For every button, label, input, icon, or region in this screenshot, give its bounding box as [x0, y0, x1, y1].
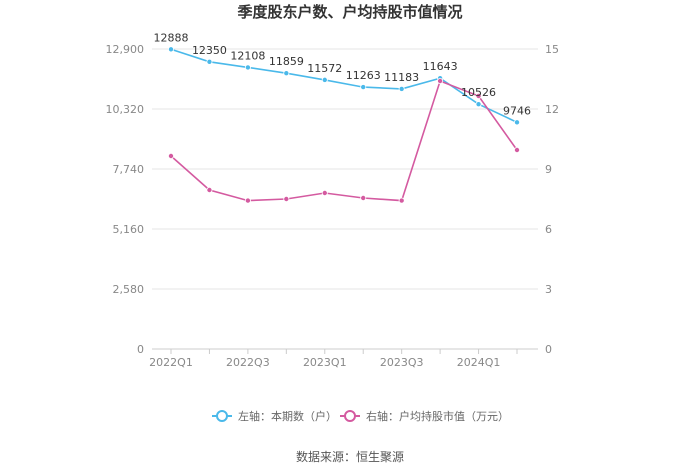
y-left-tick-label: 7,740	[113, 163, 145, 176]
legend: 左轴：本期数（户） 右轴：户均持股市值（万元）	[212, 409, 509, 423]
data-point	[283, 70, 290, 77]
y-right-tick-label: 6	[545, 223, 552, 236]
y-right-tick-label: 15	[545, 43, 559, 56]
y-left-tick-label: 0	[137, 343, 144, 356]
data-point	[321, 189, 328, 196]
y-left-tick-label: 2,580	[113, 283, 145, 296]
data-label: 12350	[192, 44, 227, 57]
series-line-2	[170, 79, 518, 202]
data-label: 9746	[503, 104, 531, 117]
data-point	[244, 64, 251, 71]
data-point	[321, 76, 328, 83]
y-right-tick-label: 3	[545, 283, 552, 296]
axes: 0 0 2,580 3 5,160 6 7,740 9 10,320 12 12,900 15 2022…	[106, 43, 560, 369]
legend-label-1: 左轴：本期数（户）	[238, 409, 337, 423]
x-tick-label: 2024Q1	[457, 356, 501, 369]
data-point	[514, 146, 521, 153]
data-point	[167, 152, 174, 159]
data-label: 11263	[346, 69, 381, 82]
data-point	[206, 186, 213, 193]
y-left-tick-label: 10,320	[106, 103, 145, 116]
data-label: 11643	[423, 60, 458, 73]
data-point	[437, 78, 444, 85]
data-point	[514, 119, 521, 126]
y-right-tick-label: 12	[545, 103, 559, 116]
data-point	[475, 101, 482, 108]
data-point	[398, 197, 405, 204]
y-right-tick-label: 9	[545, 163, 552, 176]
gridlines	[152, 48, 538, 350]
data-point	[283, 195, 290, 202]
series-line-1	[170, 48, 518, 124]
x-tick-label: 2023Q1	[303, 356, 347, 369]
data-point	[360, 84, 367, 91]
data-label: 11183	[384, 71, 419, 84]
y-right-tick-label: 0	[545, 343, 552, 356]
data-point	[244, 197, 251, 204]
chart-title: 季度股东户数、户均持股市值情况	[237, 3, 462, 21]
data-point	[360, 194, 367, 201]
source-note: 数据来源：恒生聚源	[296, 449, 404, 464]
data-label: 11572	[307, 62, 342, 75]
series-points	[167, 46, 521, 204]
x-tick-label: 2023Q3	[380, 356, 424, 369]
x-tick-label: 2022Q3	[226, 356, 270, 369]
data-point	[206, 58, 213, 65]
y-left-tick-label: 5,160	[113, 223, 145, 236]
legend-label-2: 右轴：户均持股市值（万元）	[366, 409, 509, 423]
y-left-tick-label: 12,900	[106, 43, 145, 56]
x-tick-label: 2022Q1	[149, 356, 193, 369]
legend-marker-1	[216, 410, 228, 422]
legend-marker-2	[344, 410, 356, 422]
data-label: 12108	[230, 49, 265, 62]
series-lines	[170, 48, 518, 202]
data-label: 10526	[461, 86, 496, 99]
data-point	[398, 85, 405, 92]
data-point	[475, 93, 482, 100]
data-point	[167, 46, 174, 53]
data-label: 11859	[269, 55, 304, 68]
data-label: 12888	[154, 31, 189, 44]
